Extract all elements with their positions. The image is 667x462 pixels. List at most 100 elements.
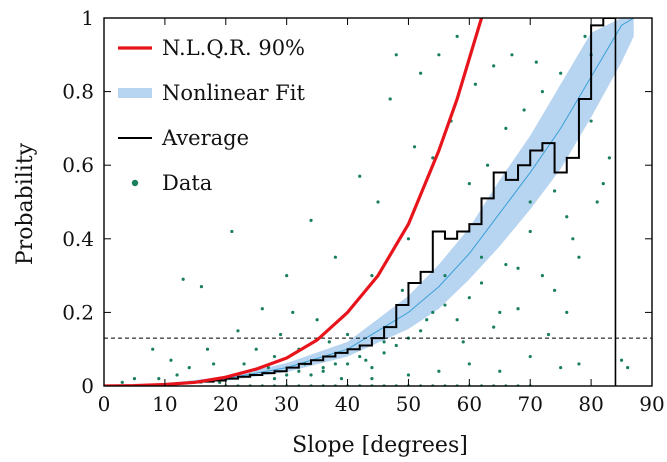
data-point [157,377,161,381]
legend-label-0: N.L.Q.R. 90% [162,36,305,60]
data-point [589,119,593,123]
data-point [540,90,545,94]
data-point [236,329,240,333]
x-tick-label: 0 [98,392,111,416]
data-point [412,145,417,149]
plot-clipped-group [104,18,652,386]
data-point [498,369,502,373]
data-point [187,366,191,370]
data-point [339,377,344,381]
data-point [370,366,374,370]
data-point [455,318,459,322]
data-point [504,262,508,267]
data-point [473,82,478,86]
data-point [546,332,551,337]
data-point [266,366,270,370]
x-tick-label: 30 [274,392,299,416]
data-point [285,373,289,377]
x-tick-label: 60 [457,392,482,416]
y-tick-label: 0.4 [62,227,94,251]
plot-content [104,18,652,386]
data-point [461,340,465,344]
data-point [467,296,471,300]
data-point [504,126,508,130]
data-point [431,156,435,160]
data-point [297,369,301,373]
data-point [345,362,350,366]
data-point [467,182,471,186]
data-point [333,362,337,366]
data-point [571,237,575,241]
data-point [443,303,447,307]
data-point [321,366,325,370]
data-point [595,200,599,204]
data-point [151,347,155,351]
data-point [540,274,545,278]
data-point [120,380,124,384]
nonlinear-fit-band [104,18,634,386]
data-point [528,354,532,359]
x-tick-label: 90 [639,392,664,416]
data-point [516,307,520,311]
data-point [437,369,441,373]
nlqr-90-curve [104,18,484,386]
x-tick-label: 50 [396,392,421,416]
y-tick-label: 0.6 [62,153,94,177]
data-point [534,60,538,64]
data-point [309,218,313,222]
data-point [479,281,484,285]
data-point [382,340,386,344]
ticks: 0 10 20 30 40 50 60 70 80 90 0 0.2 0.4 0.6 0.8 1 [62,6,665,416]
data-point [522,108,526,112]
data-point [431,310,435,314]
data-point [242,362,246,366]
data-point [498,310,502,314]
data-point [394,343,398,348]
legend-swatch-3 [131,179,139,187]
x-tick-label: 10 [152,392,177,416]
data-point [486,163,490,167]
data-point [425,318,429,322]
data-point [559,366,563,370]
data-point [382,351,386,355]
y-tick-label: 1 [81,6,94,30]
data-point [565,215,569,219]
data-point [205,347,210,351]
data-point [419,329,423,333]
data-point [260,307,264,311]
data-point [626,366,630,370]
y-axis-title: Probability [13,142,38,265]
data-point [376,200,380,204]
data-point [619,358,624,362]
data-point [565,310,569,314]
data-point [516,266,520,270]
data-point [370,274,374,278]
data-point [364,358,368,362]
x-axis-title: Slope [degrees] [292,433,468,458]
x-tick-label: 70 [517,392,542,416]
legend-label-3: Data [162,171,212,195]
legend-label-2: Average [161,126,249,150]
data-point [333,255,337,259]
data-point [327,340,331,344]
data-point [510,53,514,57]
data-point [552,189,557,193]
data-point [278,332,283,337]
data-point [583,34,587,39]
data-point [272,354,277,359]
x-tick-label: 40 [335,392,360,416]
data-point [132,377,137,381]
x-tick-label: 80 [578,392,603,416]
data-point [370,377,374,381]
data-point [528,229,532,234]
x-tick-label: 20 [213,392,238,416]
data-point [254,347,258,351]
data-point [218,380,222,384]
data-point [443,274,447,278]
data-point [169,358,173,362]
legend: N.L.Q.R. 90% Nonlinear Fit Average Data [118,36,305,195]
plot-frame [103,17,653,387]
data-point [406,373,411,377]
data-point [309,373,313,377]
